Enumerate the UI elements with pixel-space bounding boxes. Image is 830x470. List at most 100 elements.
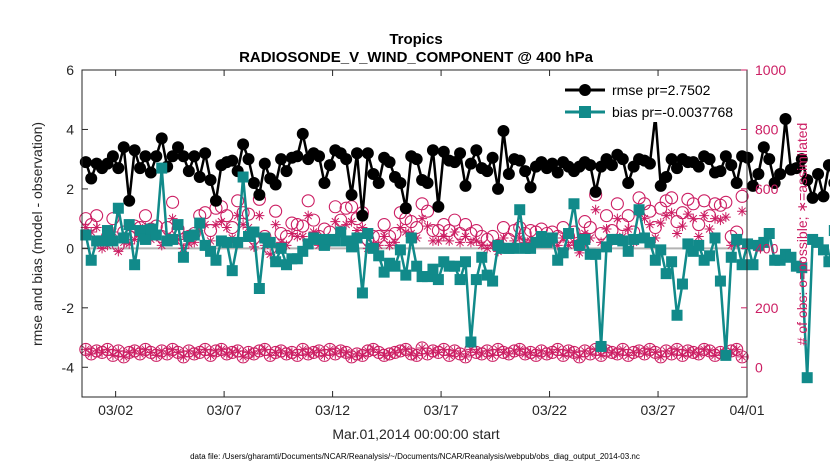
obs-possible-marker (334, 213, 348, 227)
rmse-point (801, 173, 814, 186)
bias-point (465, 336, 477, 348)
obs-lower-assimilated-marker (265, 350, 276, 361)
obs-lower-assimilated-marker (444, 350, 455, 361)
y2-axis-label: # of obs: o=possible; ∗=assimilated (794, 123, 810, 346)
rmse-point (237, 138, 250, 151)
obs-lower-assimilated-marker (151, 350, 162, 361)
obs-lower-assimilated-marker (406, 348, 417, 359)
bias-point (796, 262, 808, 274)
obs-lower-possible-marker-circle (225, 345, 239, 359)
rmse-point (117, 141, 130, 154)
rmse-point (193, 171, 206, 184)
rmse-point (269, 178, 282, 191)
obs-lower-assimilated-marker (644, 344, 655, 355)
data-file-footnote: data file: /Users/gharamti/Documents/NCA… (190, 452, 640, 461)
obs-possible-marker-circle (599, 209, 614, 223)
obs-lower-assimilated-marker (411, 350, 422, 361)
rmse-point (291, 150, 304, 163)
obs-lower-possible-marker-circle (518, 347, 532, 361)
plot-area (79, 110, 830, 384)
obs-possible-marker-circle (166, 195, 180, 209)
x-tick-label: 03/17 (424, 402, 459, 418)
obs-lower-assimilated-marker (379, 350, 390, 361)
obs-lower-assimilated-marker (324, 344, 335, 355)
rmse-point (166, 150, 179, 163)
obs-lower-assimilated-marker (438, 344, 449, 355)
bias-point (378, 266, 390, 278)
bias-point (731, 233, 743, 245)
rmse-point (182, 165, 195, 178)
obs-lower-assimilated-marker (156, 345, 167, 356)
bias-point (389, 260, 401, 272)
obs-lower-assimilated-marker (509, 345, 520, 356)
bias-point (595, 340, 607, 352)
rmse-point (459, 179, 472, 192)
obs-assimilated-marker (221, 222, 232, 233)
rmse-point (247, 176, 260, 189)
bias-point (156, 162, 168, 174)
bias-point (172, 219, 184, 231)
obs-lower-assimilated-marker (205, 350, 216, 361)
y-tick-label: 4 (66, 121, 74, 137)
obs-lower-assimilated-marker (547, 347, 558, 358)
obs-lower-assimilated-marker (140, 344, 151, 355)
y-tick-label: -4 (62, 359, 75, 375)
rmse-point (150, 150, 163, 163)
obs-assimilated-marker (422, 221, 433, 232)
obs-lower-assimilated-marker (737, 351, 748, 362)
obs-assimilated-marker (232, 210, 243, 221)
bias-point (525, 242, 537, 254)
obs-lower-assimilated-marker (107, 350, 118, 361)
obs-lower-assimilated-marker (254, 345, 265, 356)
rmse-point (134, 162, 147, 175)
rmse-point (188, 150, 201, 163)
bias-point (568, 198, 580, 210)
obs-lower-possible-marker (735, 350, 749, 364)
bias-point (167, 233, 179, 245)
bias-point (682, 238, 694, 250)
obs-lower-assimilated-marker (362, 345, 373, 356)
obs-lower-assimilated-marker (400, 344, 411, 355)
bias-point (704, 250, 716, 262)
bias-point (552, 254, 564, 266)
bias-point (118, 232, 130, 244)
obs-lower-assimilated-marker (210, 345, 221, 356)
obs-assimilated-marker (129, 234, 140, 245)
obs-assimilated-marker (341, 219, 352, 230)
bias-point (373, 250, 385, 262)
obs-lower-assimilated-marker (574, 351, 585, 362)
bias-point (459, 256, 471, 268)
obs-assimilated-marker (460, 231, 471, 242)
bias-point (590, 248, 602, 260)
obs-assimilated-marker (183, 238, 194, 249)
obs-lower-assimilated-marker (308, 347, 319, 358)
obs-lower-assimilated-marker (178, 351, 189, 362)
bias-point (758, 236, 770, 248)
obs-lower-assimilated-marker (173, 347, 184, 358)
obs-lower-assimilated-marker (427, 345, 438, 356)
bias-point (177, 251, 189, 263)
obs-assimilated-marker (482, 243, 493, 254)
x-tick-label: 04/01 (729, 402, 764, 418)
obs-lower-possible-marker (187, 347, 201, 361)
bias-point (801, 372, 813, 384)
obs-lower-possible-marker (496, 345, 511, 359)
obs-assimilated-marker (379, 231, 390, 242)
bias-point (405, 232, 417, 244)
bias-point (302, 238, 314, 250)
obs-lower-assimilated-marker (341, 347, 352, 358)
obs-assimilated-marker (699, 210, 710, 221)
obs-lower-assimilated-marker (704, 345, 715, 356)
rmse-point (410, 153, 423, 166)
rmse-point (399, 202, 412, 215)
y-tick-label: -2 (62, 300, 75, 316)
bias-point (666, 256, 678, 268)
rmse-point (497, 124, 510, 137)
obs-lower-assimilated-marker (330, 348, 341, 359)
obs-lower-assimilated-marker (536, 345, 547, 356)
obs-lower-assimilated-marker (200, 344, 211, 355)
obs-assimilated-marker (389, 237, 400, 248)
bias-point (508, 242, 520, 254)
obs-assimilated-marker (357, 222, 368, 233)
obs-assimilated-marker (563, 240, 574, 251)
